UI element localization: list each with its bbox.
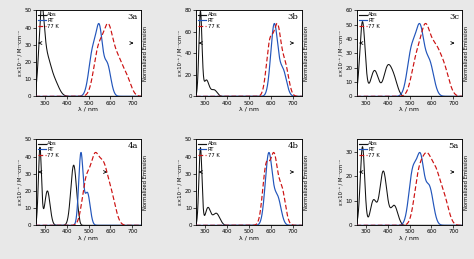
Y-axis label: ε×10⁻³ / M⁻¹cm⁻¹: ε×10⁻³ / M⁻¹cm⁻¹ xyxy=(178,30,183,76)
Y-axis label: Normalized Emission: Normalized Emission xyxy=(143,26,148,81)
X-axis label: λ / nm: λ / nm xyxy=(239,107,259,112)
Y-axis label: Normalized Emission: Normalized Emission xyxy=(464,155,469,210)
Text: 3c: 3c xyxy=(449,13,459,21)
Legend: Abs, RT, 77 K: Abs, RT, 77 K xyxy=(358,141,381,159)
Y-axis label: Normalized Emission: Normalized Emission xyxy=(304,155,309,210)
X-axis label: λ / nm: λ / nm xyxy=(239,236,259,241)
Legend: Abs, RT, 77 K: Abs, RT, 77 K xyxy=(198,141,220,159)
Y-axis label: Normalized Emission: Normalized Emission xyxy=(143,155,148,210)
Legend: Abs, RT, 77 K: Abs, RT, 77 K xyxy=(358,12,381,30)
Y-axis label: Normalized Emission: Normalized Emission xyxy=(304,26,309,81)
Legend: Abs, RT, 77 K: Abs, RT, 77 K xyxy=(198,12,220,30)
Text: 5a: 5a xyxy=(449,142,459,150)
X-axis label: λ / nm: λ / nm xyxy=(400,107,419,112)
Y-axis label: ε×10⁻³ / M⁻¹cm⁻¹: ε×10⁻³ / M⁻¹cm⁻¹ xyxy=(17,30,22,76)
Y-axis label: ε×10⁻³ / M⁻¹cm⁻¹: ε×10⁻³ / M⁻¹cm⁻¹ xyxy=(178,159,183,205)
Text: 4a: 4a xyxy=(128,142,138,150)
X-axis label: λ / nm: λ / nm xyxy=(78,236,98,241)
Legend: Abs, RT, 77 K: Abs, RT, 77 K xyxy=(37,141,59,159)
Text: 4b: 4b xyxy=(288,142,299,150)
Text: 3a: 3a xyxy=(128,13,138,21)
X-axis label: λ / nm: λ / nm xyxy=(400,236,419,241)
Legend: Abs, RT, 77 K: Abs, RT, 77 K xyxy=(37,12,59,30)
Y-axis label: ε×10⁻³ / M⁻¹cm⁻¹: ε×10⁻³ / M⁻¹cm⁻¹ xyxy=(17,159,22,205)
Text: 3b: 3b xyxy=(288,13,299,21)
Y-axis label: ε×10⁻³ / M⁻¹cm⁻¹: ε×10⁻³ / M⁻¹cm⁻¹ xyxy=(338,30,343,76)
Y-axis label: ε×10⁻³ / M⁻¹cm⁻¹: ε×10⁻³ / M⁻¹cm⁻¹ xyxy=(338,159,343,205)
Y-axis label: Normalized Emission: Normalized Emission xyxy=(464,26,469,81)
X-axis label: λ / nm: λ / nm xyxy=(78,107,98,112)
